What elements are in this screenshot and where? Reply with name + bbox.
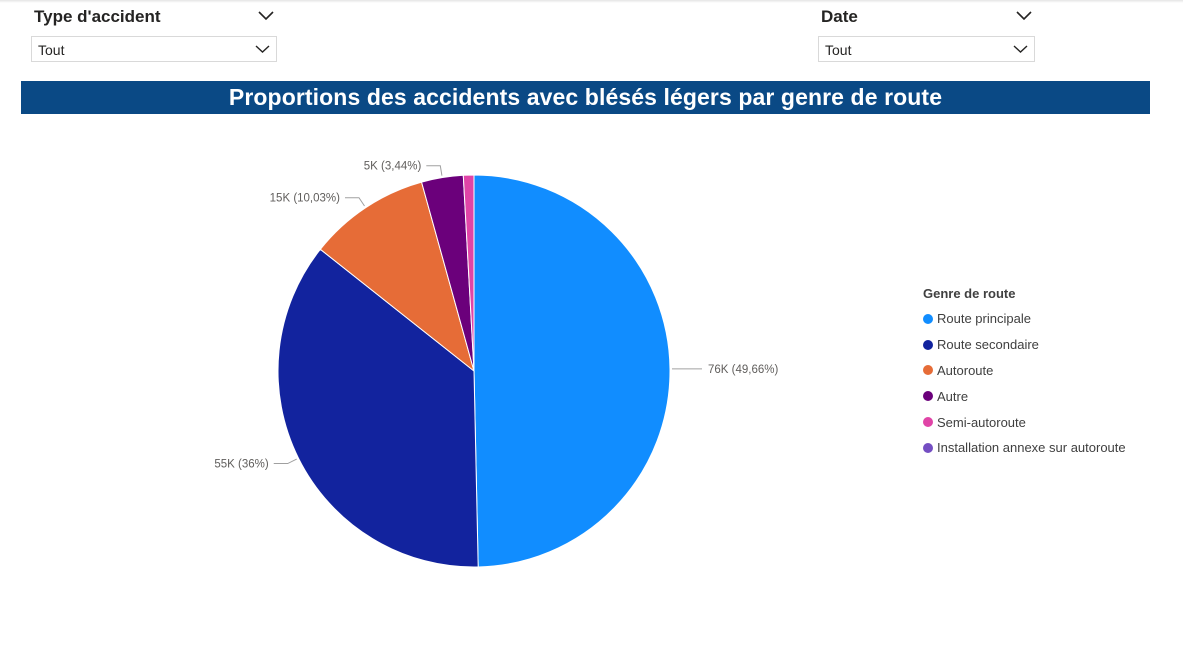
chevron-down-icon <box>255 45 270 53</box>
legend-label: Route principale <box>937 311 1031 327</box>
legend-item[interactable]: Route secondaire <box>923 332 1126 358</box>
top-edge <box>0 0 1183 3</box>
legend-label: Route secondaire <box>937 337 1039 353</box>
date-dropdown[interactable]: Tout <box>818 36 1035 62</box>
legend-item[interactable]: Route principale <box>923 306 1126 332</box>
chart-title: Proportions des accidents avec blésés lé… <box>21 81 1150 114</box>
legend-item[interactable]: Semi-autoroute <box>923 409 1126 435</box>
legend-label: Autoroute <box>937 362 994 378</box>
legend-items: Route principale Route secondaire Autorout… <box>923 306 1126 461</box>
slicer-title: Date <box>821 7 858 26</box>
data-label: 76K (49,66%) <box>708 364 778 376</box>
data-labels: 76K (49,66%) 55K (36%) 15K (10,03%) 5K (3,4… <box>214 161 778 471</box>
chevron-down-icon[interactable] <box>1015 10 1033 22</box>
circle-icon <box>923 313 933 324</box>
legend-item[interactable]: Autoroute <box>923 358 1126 384</box>
pie-slice-semi-autoroute[interactable] <box>462 174 475 372</box>
legend-label: Semi-autoroute <box>937 414 1026 430</box>
slicer-title: Type d'accident <box>34 7 161 26</box>
leader-line <box>344 197 365 207</box>
chevron-down-icon[interactable] <box>257 10 275 22</box>
leader-line <box>273 458 297 465</box>
legend: Genre de route Route principale Route sec… <box>923 286 1126 461</box>
dropdown-value: Tout <box>825 42 852 58</box>
pie-slice-route-secondaire[interactable] <box>277 248 479 568</box>
dropdown-value: Tout <box>38 42 65 58</box>
data-label: 15K (10,03%) <box>270 193 340 205</box>
legend-item[interactable]: Autre <box>923 383 1126 409</box>
data-label: 5K (3,44%) <box>364 161 422 173</box>
legend-label: Autre <box>937 388 969 404</box>
pie-slice-autoroute[interactable] <box>319 181 475 373</box>
circle-icon <box>923 339 933 350</box>
circle-icon <box>923 391 933 402</box>
circle-icon <box>923 417 933 428</box>
legend-item[interactable]: Installation annexe sur autoroute <box>923 435 1126 461</box>
legend-label: Installation annexe sur autoroute <box>937 440 1126 456</box>
type-accident-dropdown[interactable]: Tout <box>31 36 277 62</box>
leader-line <box>426 165 443 176</box>
data-label: 55K (36%) <box>214 459 269 471</box>
circle-icon <box>923 442 933 453</box>
chevron-down-icon <box>1013 45 1028 53</box>
circle-icon <box>923 365 933 376</box>
pie-slice-route-principale[interactable] <box>473 174 671 568</box>
pie-slices <box>277 174 671 568</box>
legend-title: Genre de route <box>923 286 1016 301</box>
